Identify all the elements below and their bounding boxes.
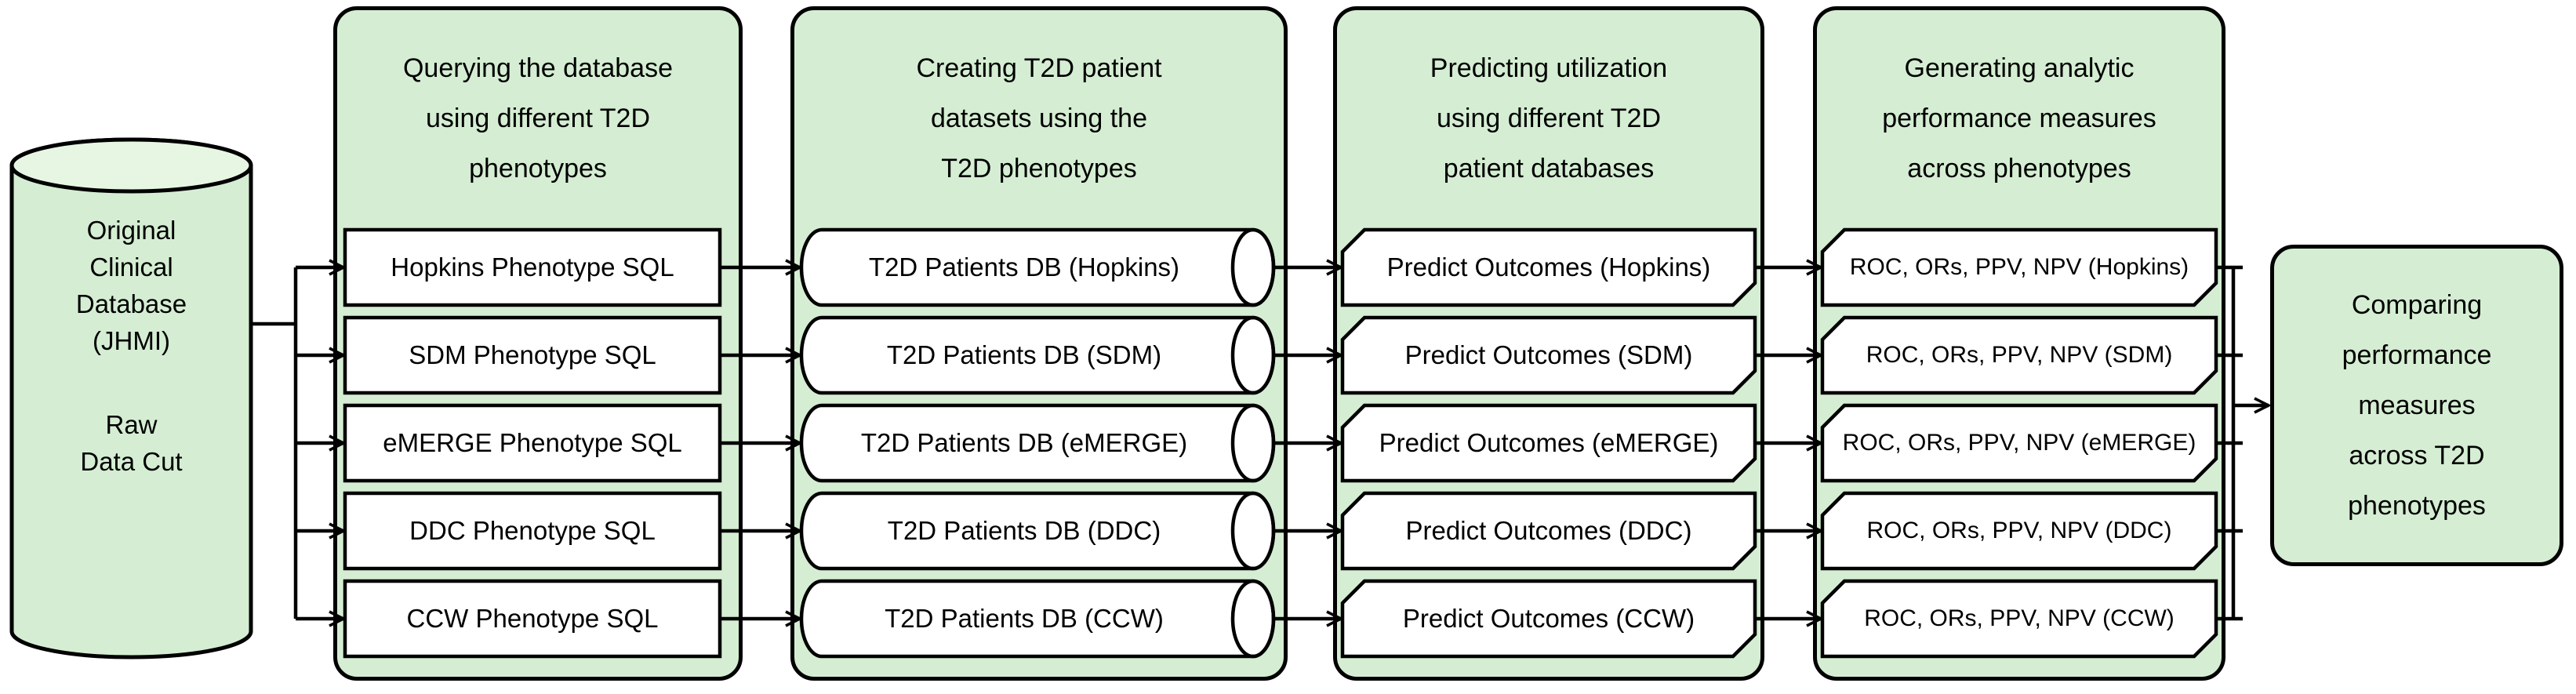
stage-header-performance: Generating analytic performance measures… (1882, 53, 2156, 183)
comparison-result-label: Comparing performance measures across T2… (2342, 290, 2492, 521)
patients-db-cylinder-ccw: T2D Patients DB (CCW) (885, 604, 1164, 633)
phenotype-sql-box-sdm: SDM Phenotype SQL (409, 340, 656, 369)
source-database-title: Original Clinical Database (JHMI) (75, 216, 187, 355)
stage-header-querying: Querying the database using different T2… (402, 53, 674, 183)
performance-measures-box-sdm: ROC, ORs, PPV, NPV (SDM) (1866, 342, 2173, 368)
phenotype-sql-box-ddc: DDC Phenotype SQL (409, 516, 656, 545)
phenotype-sql-box-ccw: CCW Phenotype SQL (406, 604, 659, 633)
patients-db-cylinder-hopkins: T2D Patients DB (Hopkins) (868, 253, 1180, 282)
predict-outcomes-box-sdm: Predict Outcomes (SDM) (1404, 340, 1693, 369)
patients-db-cylinder-emerge: T2D Patients DB (eMERGE) (860, 428, 1188, 457)
performance-measures-box-ccw: ROC, ORs, PPV, NPV (CCW) (1864, 605, 2175, 631)
performance-measures-box-emerge: ROC, ORs, PPV, NPV (eMERGE) (1842, 430, 2196, 456)
patients-db-cylinder-ddc: T2D Patients DB (DDC) (887, 516, 1161, 545)
predict-outcomes-box-hopkins: Predict Outcomes (Hopkins) (1386, 253, 1711, 282)
stage-header-datasets: Creating T2D patient datasets using the … (916, 53, 1162, 183)
patients-db-cylinder-sdm: T2D Patients DB (SDM) (886, 340, 1162, 369)
performance-measures-box-ddc: ROC, ORs, PPV, NPV (DDC) (1866, 518, 2172, 543)
phenotype-sql-box-emerge: eMERGE Phenotype SQL (383, 428, 682, 457)
source-database-cylinder: Original Clinical Database (JHMI) Raw Da… (12, 140, 251, 657)
predict-outcomes-box-ddc: Predict Outcomes (DDC) (1405, 516, 1692, 545)
source-database-subtitle: Raw Data Cut (80, 410, 183, 476)
phenotype-sql-box-hopkins: Hopkins Phenotype SQL (391, 253, 674, 282)
performance-measures-box-hopkins: ROC, ORs, PPV, NPV (Hopkins) (1849, 254, 2189, 280)
predict-outcomes-box-ccw: Predict Outcomes (CCW) (1402, 604, 1695, 633)
predict-outcomes-box-emerge: Predict Outcomes (eMERGE) (1379, 428, 1719, 457)
stage-header-predicting: Predicting utilization using different T… (1430, 53, 1668, 183)
comparison-result-box: Comparing performance measures across T2… (2270, 245, 2563, 566)
